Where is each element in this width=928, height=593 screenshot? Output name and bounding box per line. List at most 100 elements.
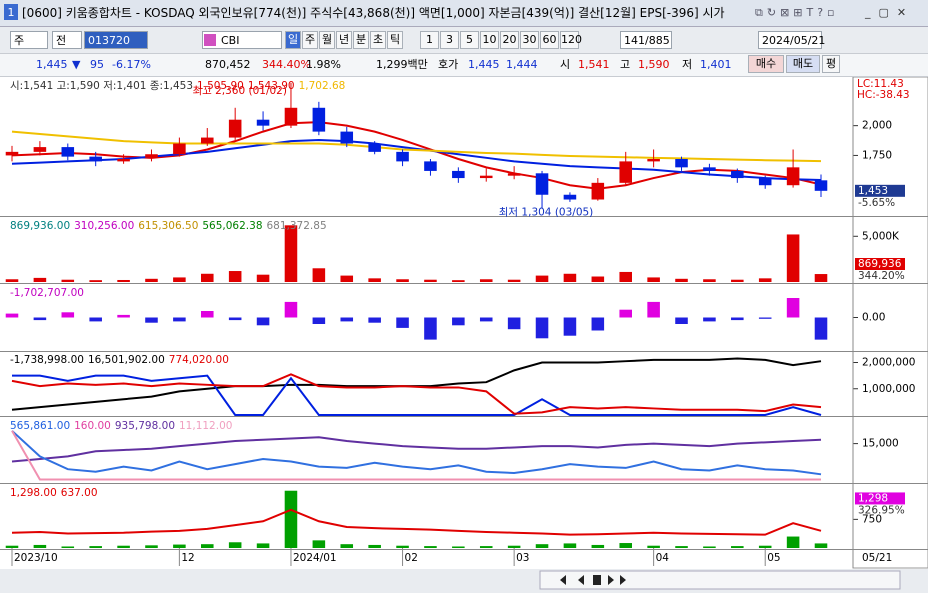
bar [479,279,493,282]
buy-button[interactable]: 매수 [748,55,784,73]
series-line [11,508,822,536]
bar [173,544,186,548]
bar [340,317,354,322]
bar [173,277,186,282]
title-icons[interactable]: ⧉↻⊠⊞T?▫ [755,6,839,19]
name-icon [204,34,216,46]
scroll-icons[interactable] [560,575,626,585]
bar [368,544,381,548]
toolbar-button[interactable]: 초 [370,31,386,49]
x-tick-label: 05 [767,552,780,564]
bar [145,545,158,548]
bar [675,317,688,324]
volume: 870,452 [205,58,251,71]
open-label: 시 [560,58,571,71]
bar [758,545,772,548]
toolbar-button[interactable]: 월 [319,31,335,49]
candle-body [200,137,214,144]
candle-body [256,119,270,126]
bar [647,545,660,548]
candle-body [535,173,549,195]
bar [758,278,772,282]
candle-body [814,180,828,191]
toolbar-button[interactable]: 틱 [387,31,403,49]
bar [731,317,744,321]
bar [256,274,270,282]
toolbar-button[interactable]: 일 [285,31,301,49]
bar [731,279,744,282]
legend-item: -1,738,998.00 [10,354,84,366]
price: 1,445 [36,58,68,71]
bar [61,546,75,548]
chart-area: 2,000 1,750 최고 2,360 (01/02) 최저 1,304 (03/0… [0,77,928,593]
bar [228,542,242,548]
toolbar-button[interactable]: 년 [336,31,352,49]
candle-body [452,170,465,179]
toolbar-button[interactable]: 60 [540,31,559,49]
low-label: 저 [682,58,693,71]
x-tick-label: 02 [405,552,418,564]
y-tick-label: 2,000 [862,120,892,132]
bar [340,544,354,548]
legend-item: 310,256.00 [74,220,134,232]
bar [563,273,577,282]
x-tick-label: 04 [656,552,670,564]
legend-item: 637.00 [61,487,98,499]
bar [33,544,47,548]
date-input[interactable]: 2024/05/21 [758,31,825,49]
toolbar-button[interactable]: 3 [440,31,459,49]
bid: 1,444 [506,58,538,71]
bar [284,490,298,548]
avg-button[interactable]: 평 [822,55,840,73]
legend-item: 615,306.50 [138,220,198,232]
candle-body [786,167,800,186]
sell-button[interactable]: 매도 [786,55,820,73]
bar [786,298,800,318]
bar [33,317,47,321]
bar [563,543,577,548]
bar [786,536,800,548]
bar [675,278,688,282]
last-rate: 326.95% [858,504,905,516]
x-tick-label: 2023/10 [14,552,58,564]
bar [5,313,19,318]
bar [535,544,549,548]
toolbar-button[interactable]: 30 [520,31,539,49]
series-line [11,373,822,415]
toolbar-button[interactable]: 1 [420,31,439,49]
bar [396,317,409,328]
down-arrow: ▼ [72,58,81,71]
bar [340,275,354,282]
last-value: 1,298 [858,492,888,504]
last-rate: -5.65% [858,197,895,209]
toolbar-button[interactable]: 10 [480,31,499,49]
series-line [12,374,822,416]
period-select[interactable]: 주 [10,31,48,49]
y-tick-label: 1,000,000 [862,383,915,395]
bar [117,545,130,548]
x-end-label: 05/21 [862,552,892,564]
window-controls[interactable]: _▢✕ [865,6,915,19]
bar [424,279,437,282]
bar [424,317,437,340]
bar [647,277,660,282]
name-field[interactable]: CBI [202,31,282,49]
right-axis-area [852,77,928,569]
candle-body [284,107,298,126]
bar [256,317,270,326]
bar [368,317,381,323]
code-input[interactable]: 013720 [84,31,148,49]
bar [61,312,75,318]
toolbar-button[interactable]: 20 [500,31,519,49]
bar [814,317,828,340]
toolbar-button[interactable]: 분 [353,31,369,49]
toolbar-button[interactable]: 120 [560,31,582,49]
toolbar-button[interactable]: 주 [302,31,318,49]
scroll-controls[interactable] [539,570,901,590]
open: 1,541 [578,58,610,71]
high: 1,590 [638,58,670,71]
bar [814,543,828,548]
scope-select[interactable]: 전 [52,31,82,49]
toolbar-button[interactable]: 5 [460,31,479,49]
